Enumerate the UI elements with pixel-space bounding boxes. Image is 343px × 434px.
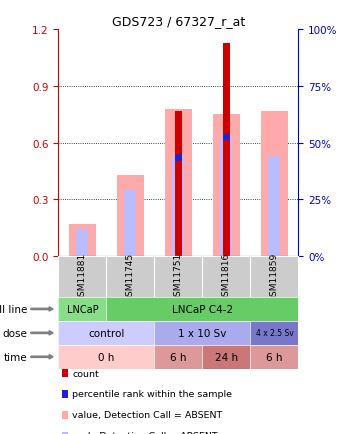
- Bar: [175, 155, 182, 161]
- Text: LNCaP C4-2: LNCaP C4-2: [172, 304, 233, 314]
- Bar: [165, 109, 192, 256]
- Bar: [261, 111, 288, 256]
- Text: GSM11881: GSM11881: [78, 252, 87, 301]
- Text: 0 h: 0 h: [98, 352, 115, 362]
- Bar: [125, 190, 137, 256]
- Text: control: control: [88, 328, 125, 338]
- Bar: [173, 158, 185, 256]
- Text: 6 h: 6 h: [170, 352, 187, 362]
- Text: cell line: cell line: [0, 304, 27, 314]
- Title: GDS723 / 67327_r_at: GDS723 / 67327_r_at: [112, 15, 245, 28]
- Bar: [223, 134, 230, 141]
- Text: 1 x 10 Sv: 1 x 10 Sv: [178, 328, 227, 338]
- Text: GSM11816: GSM11816: [222, 252, 231, 301]
- Text: 4 x 2.5 Sv: 4 x 2.5 Sv: [256, 329, 293, 338]
- Text: 24 h: 24 h: [215, 352, 238, 362]
- Text: GSM11859: GSM11859: [270, 252, 279, 301]
- Bar: [117, 175, 143, 256]
- Text: dose: dose: [2, 328, 27, 338]
- Bar: [175, 111, 182, 256]
- Text: count: count: [72, 369, 99, 378]
- Text: GSM11745: GSM11745: [126, 252, 135, 301]
- Bar: [223, 43, 230, 256]
- Text: time: time: [4, 352, 27, 362]
- Text: value, Detection Call = ABSENT: value, Detection Call = ABSENT: [72, 411, 222, 419]
- Text: percentile rank within the sample: percentile rank within the sample: [72, 390, 232, 398]
- Bar: [221, 139, 233, 256]
- Text: LNCaP: LNCaP: [67, 304, 98, 314]
- Bar: [69, 224, 96, 256]
- Text: 6 h: 6 h: [266, 352, 283, 362]
- Text: rank, Detection Call = ABSENT: rank, Detection Call = ABSENT: [72, 431, 218, 434]
- Bar: [213, 115, 239, 256]
- Bar: [76, 230, 88, 256]
- Text: GSM11751: GSM11751: [174, 252, 183, 301]
- Bar: [269, 156, 281, 256]
